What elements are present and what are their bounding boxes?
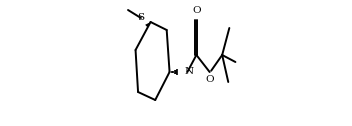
Text: O: O (205, 74, 214, 84)
Text: S: S (137, 13, 144, 23)
Text: O: O (192, 6, 201, 15)
Polygon shape (145, 22, 151, 27)
Text: N: N (184, 68, 194, 76)
